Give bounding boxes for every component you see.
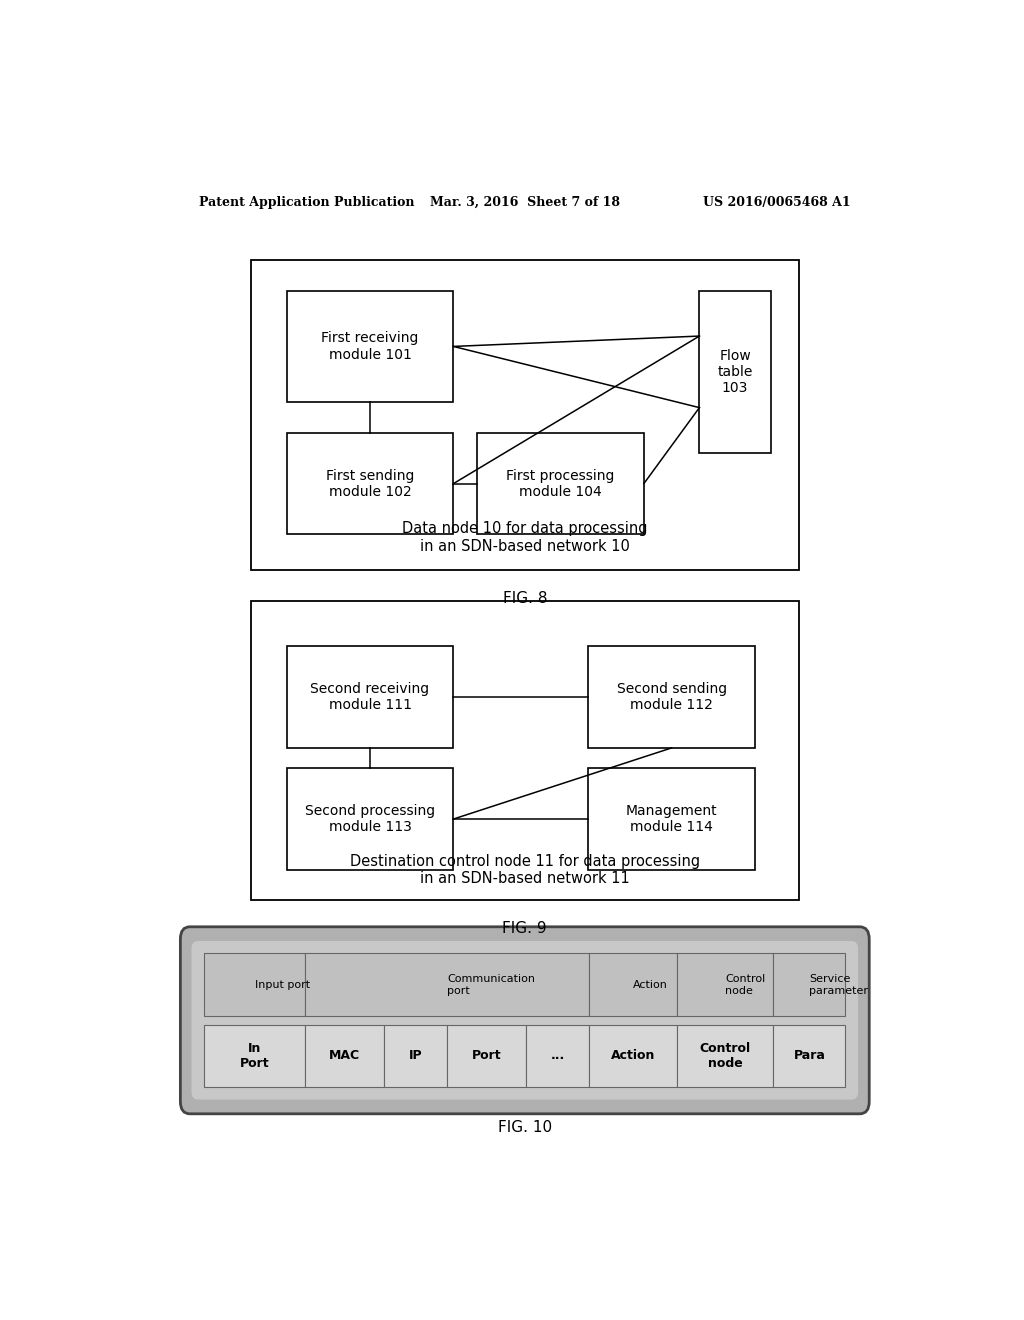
Text: FIG. 8: FIG. 8: [503, 591, 547, 606]
Bar: [526, 1024, 589, 1088]
Bar: [773, 953, 846, 1016]
FancyBboxPatch shape: [180, 927, 869, 1114]
Text: Patent Application Publication: Patent Application Publication: [200, 195, 415, 209]
Bar: [287, 768, 454, 870]
Text: Action: Action: [633, 979, 668, 990]
Text: Action: Action: [611, 1049, 655, 1063]
Text: Management
module 114: Management module 114: [626, 804, 718, 834]
Text: Mar. 3, 2016  Sheet 7 of 18: Mar. 3, 2016 Sheet 7 of 18: [430, 195, 620, 209]
Bar: [251, 601, 799, 900]
Text: IP: IP: [409, 1049, 423, 1063]
Text: Second receiving
module 111: Second receiving module 111: [310, 682, 430, 713]
Bar: [287, 433, 454, 535]
Bar: [287, 290, 454, 403]
Text: Second sending
module 112: Second sending module 112: [616, 682, 727, 713]
Text: Port: Port: [472, 1049, 502, 1063]
Text: US 2016/0065468 A1: US 2016/0065468 A1: [702, 195, 850, 209]
Bar: [589, 1024, 677, 1088]
Text: MAC: MAC: [329, 1049, 360, 1063]
Text: First receiving
module 101: First receiving module 101: [322, 331, 419, 362]
Bar: [588, 647, 755, 748]
Bar: [589, 953, 677, 1016]
Bar: [447, 1024, 526, 1088]
Text: Communication
port: Communication port: [447, 974, 536, 995]
Bar: [204, 1024, 305, 1088]
Bar: [477, 433, 644, 535]
Bar: [699, 290, 771, 453]
Text: In
Port: In Port: [240, 1041, 269, 1071]
Bar: [384, 1024, 447, 1088]
Text: Control
node: Control node: [699, 1041, 751, 1071]
Text: Flow
table
103: Flow table 103: [718, 348, 753, 395]
FancyBboxPatch shape: [191, 941, 858, 1100]
Bar: [677, 1024, 773, 1088]
Text: Input port: Input port: [255, 979, 309, 990]
Text: FIG. 9: FIG. 9: [503, 921, 547, 936]
Text: Destination control node 11 for data processing
in an SDN-based network 11: Destination control node 11 for data pro…: [350, 854, 699, 886]
Text: First processing
module 104: First processing module 104: [506, 469, 614, 499]
Text: ...: ...: [551, 1049, 565, 1063]
Bar: [588, 768, 755, 870]
Text: Service
parameter: Service parameter: [809, 974, 868, 995]
Bar: [204, 953, 305, 1016]
Bar: [773, 1024, 846, 1088]
Bar: [251, 260, 799, 570]
Text: Para: Para: [794, 1049, 825, 1063]
Bar: [305, 1024, 384, 1088]
Bar: [305, 953, 589, 1016]
Text: Data node 10 for data processing
in an SDN-based network 10: Data node 10 for data processing in an S…: [402, 521, 647, 553]
Text: First sending
module 102: First sending module 102: [326, 469, 415, 499]
Bar: [287, 647, 454, 748]
Text: FIG. 10: FIG. 10: [498, 1119, 552, 1134]
Text: Control
node: Control node: [725, 974, 766, 995]
Text: Second processing
module 113: Second processing module 113: [305, 804, 435, 834]
Bar: [677, 953, 773, 1016]
